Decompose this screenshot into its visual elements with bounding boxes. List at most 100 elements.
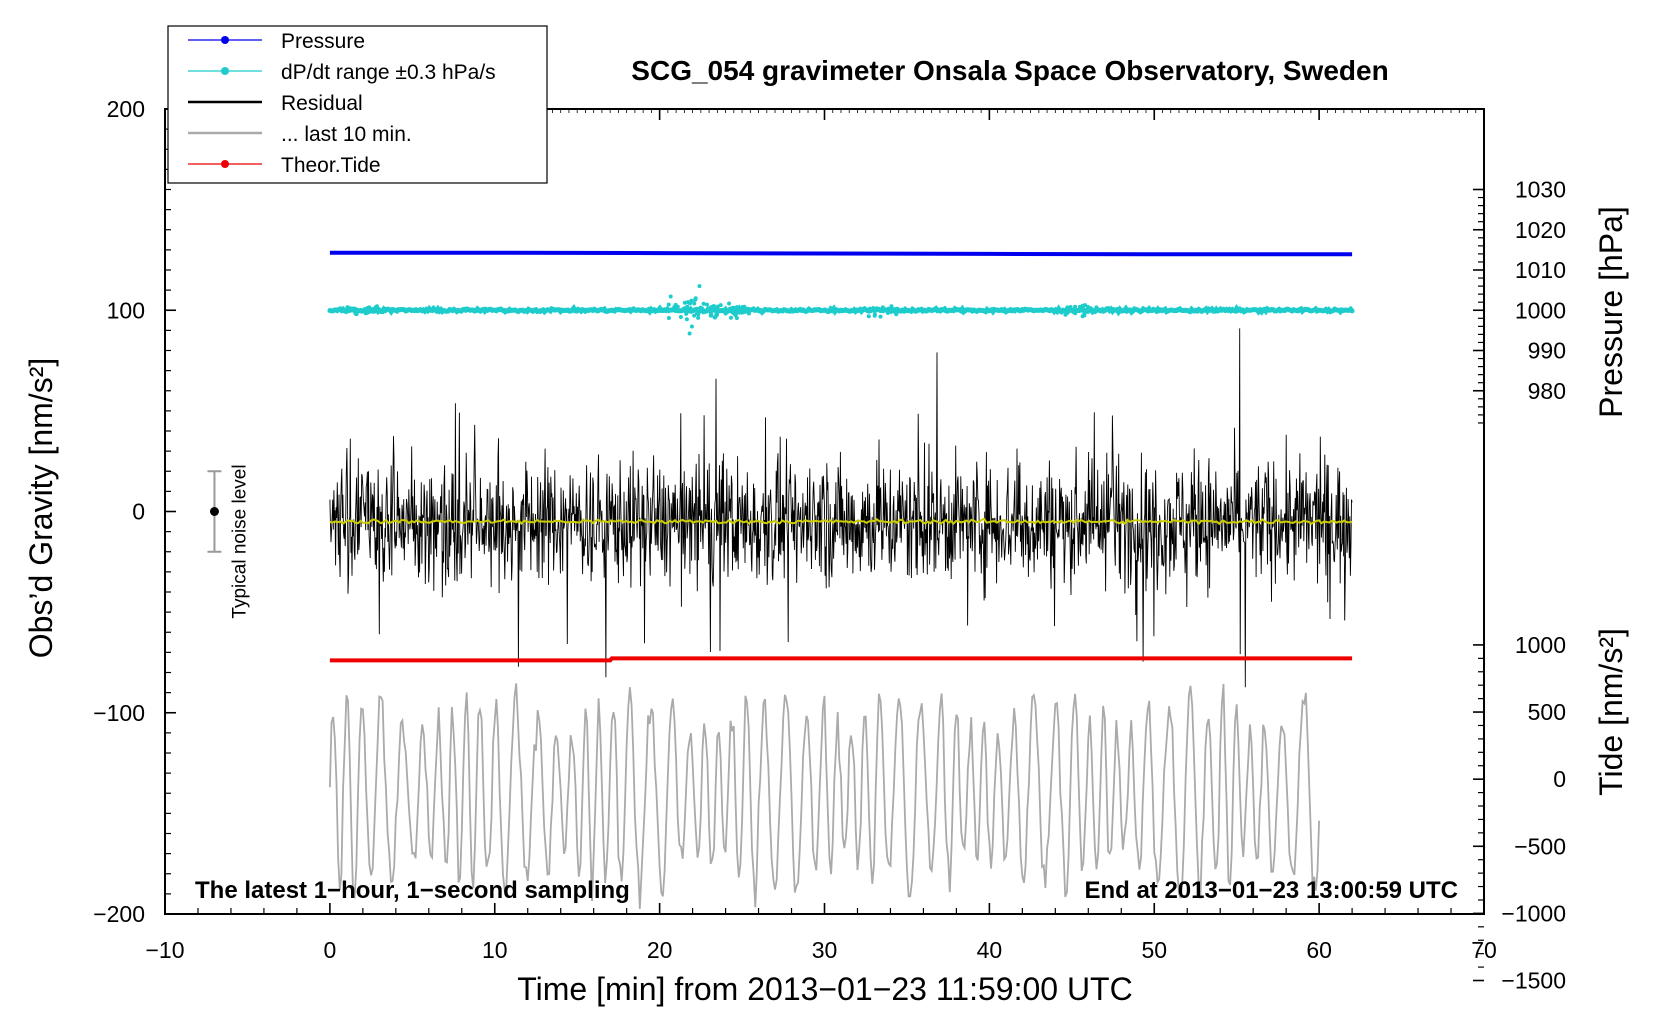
pressure-tick-label: 1010 — [1515, 257, 1566, 283]
dpdt-point — [698, 305, 703, 310]
pressure-tick-label: 1000 — [1515, 297, 1566, 323]
dpdt-point — [1077, 304, 1082, 309]
legend-label: dP/dt range ±0.3 hPa/s — [281, 61, 496, 84]
annotation-bottom-left: The latest 1−hour, 1−second sampling — [195, 877, 630, 904]
dpdt-point — [362, 307, 367, 312]
dpdt-point — [687, 331, 692, 336]
legend: Pressure dP/dt range ±0.3 hPa/s Residual..… — [167, 25, 548, 184]
dpdt-point — [685, 300, 690, 305]
y-axis-label-left: Obs’d Gravity [nm/s²] — [23, 358, 59, 659]
dpdt-point — [886, 306, 891, 311]
y-left-tick-label: 0 — [132, 499, 145, 525]
chart-title: SCG_054 gravimeter Onsala Space Observat… — [631, 55, 1388, 86]
dpdt-point — [377, 308, 382, 313]
dpdt-point — [678, 315, 683, 319]
legend-box — [167, 25, 548, 184]
dpdt-point — [878, 314, 883, 319]
dpdt-point — [746, 311, 751, 316]
dpdt-point — [709, 313, 714, 318]
axis-ticks — [164, 108, 1485, 982]
pressure-tick-label: 1030 — [1515, 177, 1566, 203]
tick-labels: −10 0 10 20 30 40 50 60 70−200−10001002009809901… — [93, 96, 1566, 994]
annotation-bottom-right: End at 2013−01−23 13:00:59 UTC — [1084, 877, 1458, 904]
dpdt-point — [872, 313, 877, 318]
dpdt-point — [367, 305, 372, 310]
pressure-tick-label: 1020 — [1515, 217, 1566, 243]
dpdt-point — [872, 307, 877, 312]
x-axis-label: Time [min] from 2013−01−23 11:59:00 UTC — [517, 971, 1132, 1007]
x-tick-label: −10 — [145, 937, 184, 963]
dpdt-point — [730, 307, 735, 311]
dpdt-point — [1085, 307, 1090, 311]
dpdt-point — [712, 315, 717, 320]
legend-marker — [221, 67, 229, 75]
pressure-tick-label: 980 — [1528, 378, 1566, 404]
x-tick-label: 20 — [647, 937, 673, 963]
dpdt-point — [735, 305, 740, 310]
dpdt-point — [1082, 313, 1087, 318]
x-tick-label: 40 — [977, 937, 1003, 963]
dpdt-point — [729, 315, 733, 320]
dpdt-point — [685, 304, 690, 309]
series-layer — [327, 250, 1355, 909]
dpdt-point — [866, 309, 871, 313]
dpdt-point — [727, 301, 732, 306]
y-left-tick-label: −200 — [93, 901, 145, 927]
dpdt-point — [1064, 311, 1069, 316]
dpdt-point — [894, 311, 899, 316]
dpdt-point — [371, 309, 376, 314]
tide-tick-label: 500 — [1528, 699, 1566, 725]
pressure-tick-label: 990 — [1528, 338, 1566, 364]
tide-tick-label: 1000 — [1515, 632, 1566, 658]
dpdt-point — [723, 311, 728, 316]
dpdt-point — [742, 304, 747, 309]
noise-level-bar: Typical noise level — [207, 464, 250, 619]
dpdt-point — [734, 316, 739, 321]
x-tick-label: 60 — [1306, 937, 1332, 963]
series-mean-residual — [329, 517, 1353, 526]
dpdt-point — [714, 312, 719, 316]
dpdt-point — [866, 314, 871, 319]
dpdt-point — [739, 310, 744, 315]
dpdt-point — [693, 297, 698, 302]
dpdt-point — [675, 304, 680, 309]
x-tick-label: 0 — [323, 937, 336, 963]
tide-tick-label: −1000 — [1501, 900, 1566, 926]
dpdt-point — [668, 308, 673, 313]
x-tick-label: 10 — [482, 937, 508, 963]
dpdt-point — [1073, 304, 1078, 309]
dpdt-point — [353, 311, 358, 316]
y-left-tick-label: −100 — [93, 700, 145, 726]
dpdt-point — [1068, 305, 1073, 309]
x-tick-label: 30 — [812, 937, 838, 963]
dpdt-point — [696, 312, 701, 317]
y-left-tick-label: 200 — [107, 96, 145, 122]
dpdt-point — [705, 302, 709, 307]
tide-tick-label: −500 — [1514, 833, 1566, 859]
dpdt-point — [689, 324, 694, 329]
dpdt-point — [1065, 305, 1070, 310]
dpdt-point — [746, 306, 751, 311]
dpdt-point — [709, 305, 713, 310]
dpdt-point — [701, 301, 706, 306]
dpdt-point — [684, 311, 689, 316]
y-axis-label-pressure: Pressure [hPa] — [1593, 206, 1629, 418]
dpdt-point — [893, 307, 898, 312]
dpdt-point — [355, 308, 360, 312]
dpdt-point — [689, 307, 693, 312]
noise-bar-label: Typical noise level — [229, 464, 250, 618]
series-residual — [329, 328, 1353, 688]
dpdt-point — [880, 305, 885, 310]
dpdt-point — [666, 302, 671, 307]
dpdt-point — [375, 304, 379, 309]
dpdt-point — [682, 300, 687, 305]
dpdt-point — [733, 313, 738, 318]
legend-label: Residual — [281, 92, 363, 115]
y-left-tick-label: 100 — [107, 297, 145, 323]
x-tick-label: 70 — [1471, 937, 1497, 963]
dpdt-point — [692, 313, 697, 318]
x-tick-label: 50 — [1141, 937, 1167, 963]
dpdt-point — [1092, 308, 1096, 313]
series-pressure — [329, 250, 1353, 257]
